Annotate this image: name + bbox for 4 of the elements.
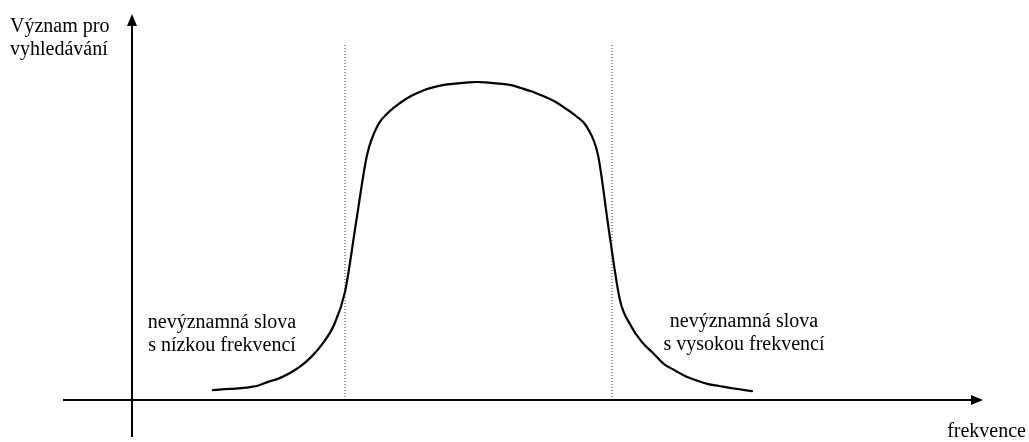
annotation: nevýznamná slova s vysokou frekvencí: [663, 309, 825, 355]
annotation: nevýznamná slova s nízkou frekvencí: [147, 310, 297, 355]
text: frekvence: [947, 419, 1027, 441]
text: Význam pro vyhledávání: [10, 14, 110, 60]
